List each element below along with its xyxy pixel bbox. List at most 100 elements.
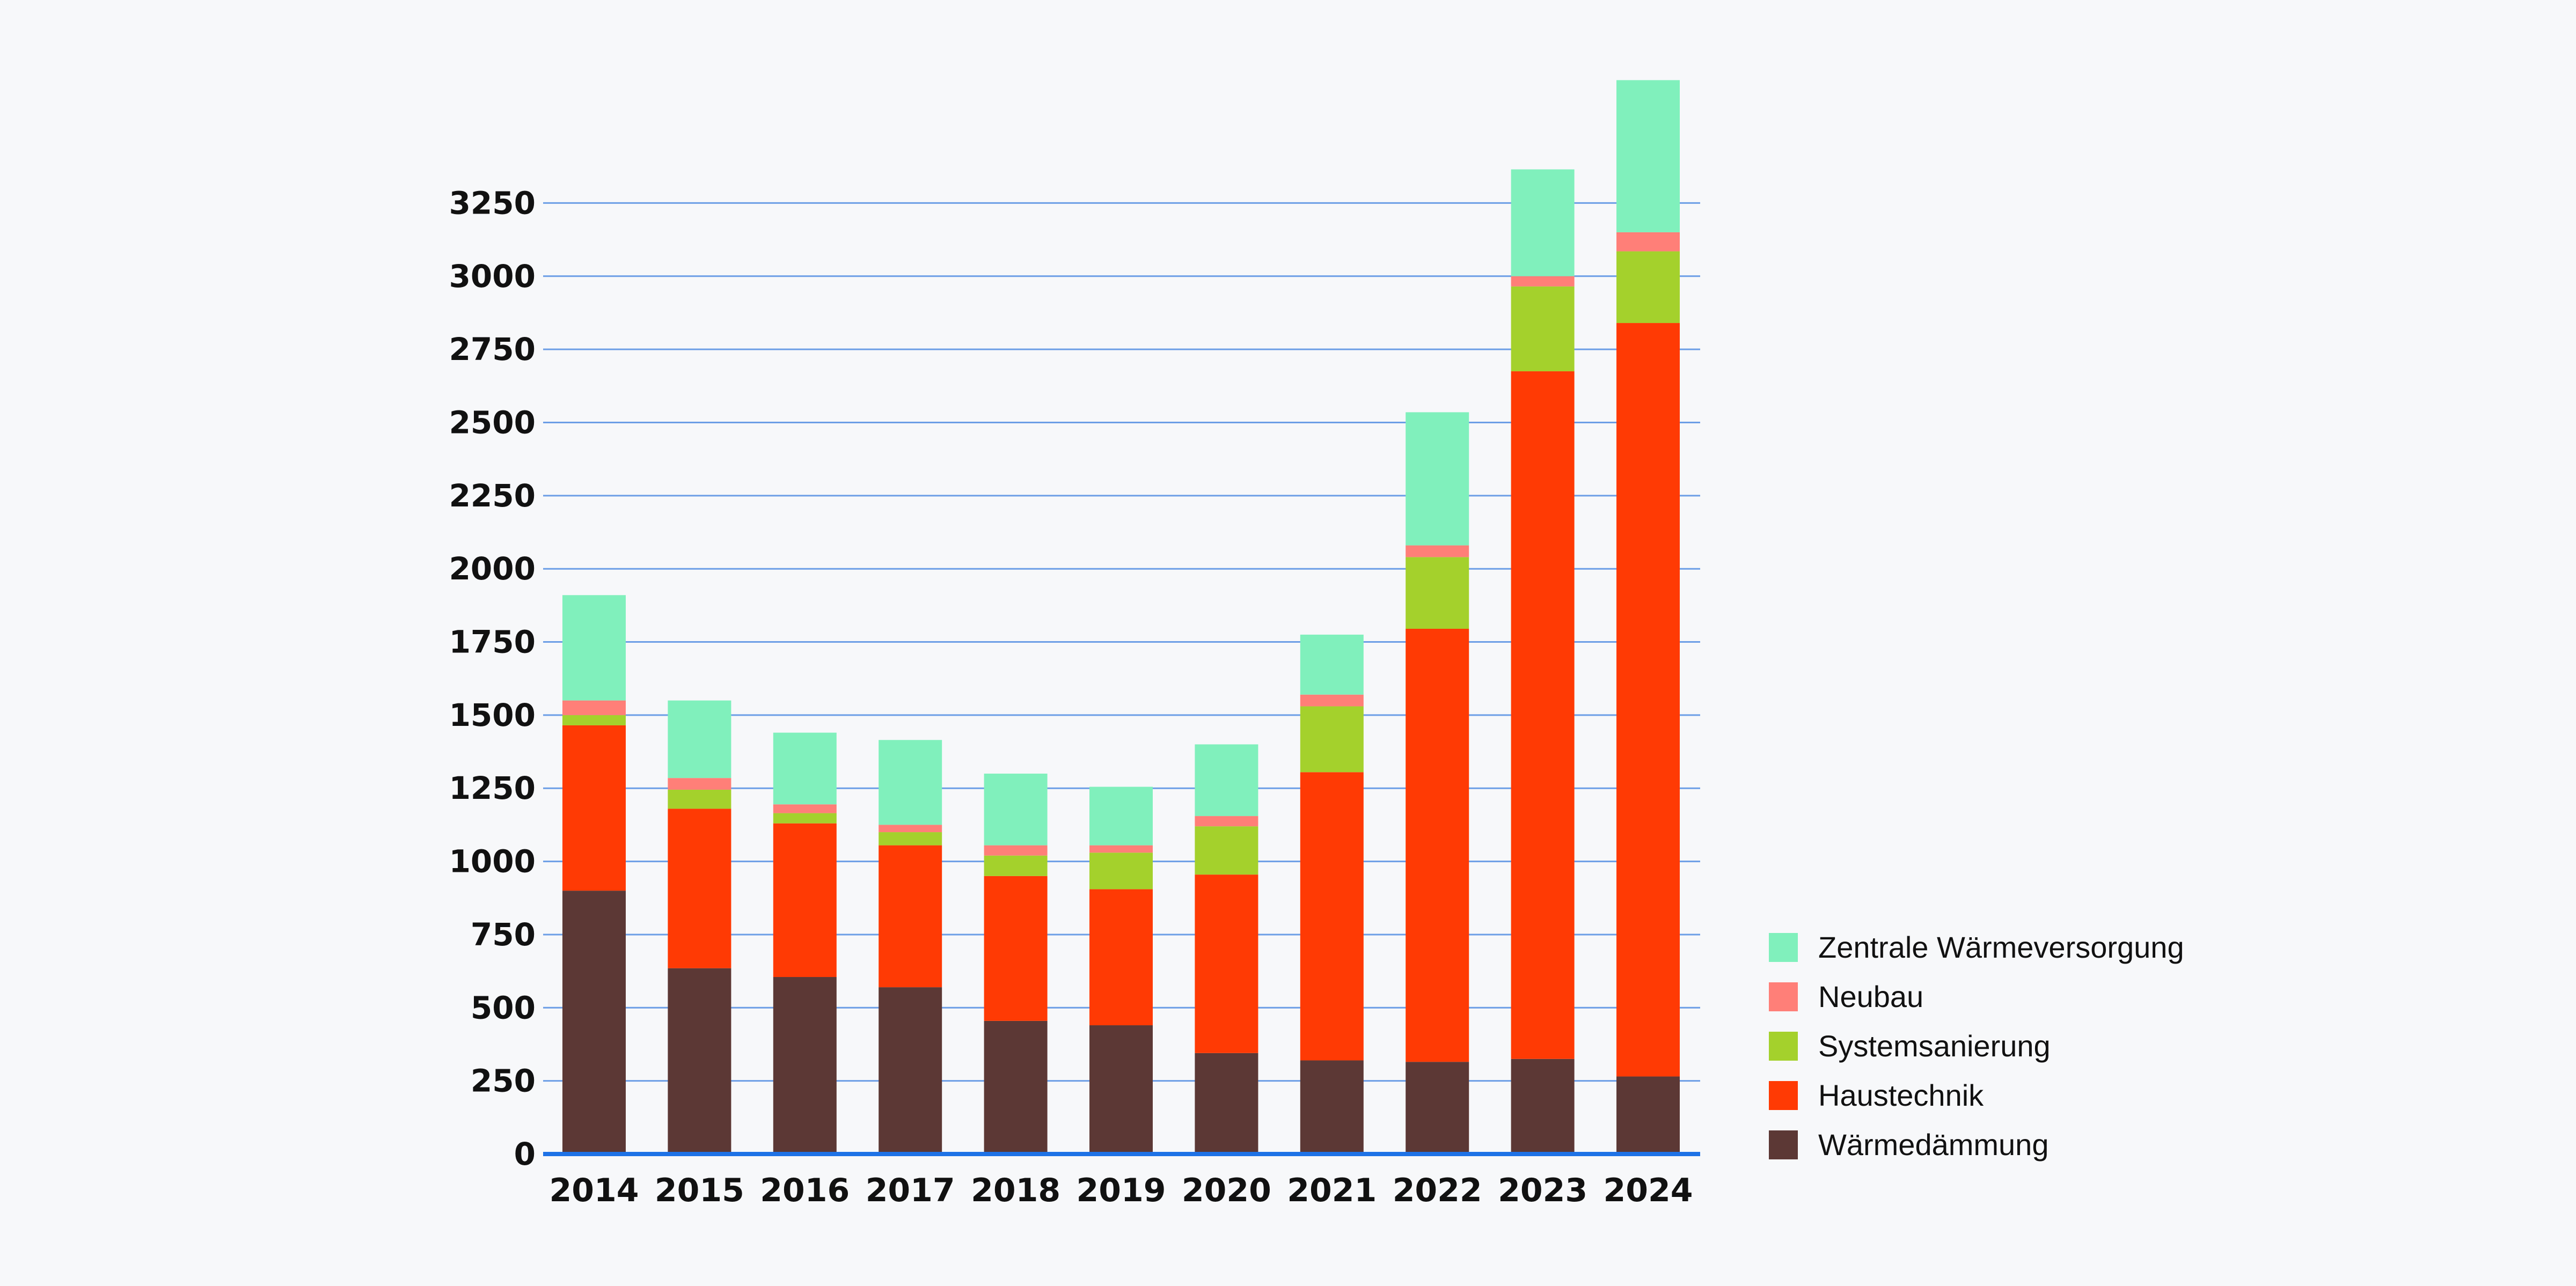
- legend-swatch: [1769, 1130, 1798, 1159]
- bar-segment-zentrale-wärmeversorgung-2014: [562, 595, 626, 701]
- y-tick-label: 3250: [449, 185, 536, 221]
- bar-segment-systemsanierung-2023: [1511, 286, 1575, 372]
- bar-segment-zentrale-wärmeversorgung-2022: [1406, 412, 1469, 546]
- bar-segment-wärmedämmung-2017: [879, 987, 942, 1154]
- y-tick-label: 1250: [449, 770, 536, 806]
- y-tick-label: 2500: [449, 404, 536, 440]
- legend-swatch: [1769, 1081, 1798, 1110]
- legend: Zentrale Wärmeversorgung Neubau Systemsani…: [1769, 930, 2184, 1162]
- bar-segment-zentrale-wärmeversorgung-2021: [1300, 634, 1364, 695]
- bar-segment-wärmedämmung-2019: [1089, 1025, 1153, 1154]
- bar-segment-systemsanierung-2015: [668, 789, 731, 809]
- bar-segment-zentrale-wärmeversorgung-2023: [1511, 169, 1575, 276]
- bar-segment-systemsanierung-2021: [1300, 706, 1364, 773]
- bar-segment-systemsanierung-2014: [562, 715, 626, 725]
- bar-segment-systemsanierung-2019: [1089, 853, 1153, 890]
- bar-stack-2021: [1300, 634, 1364, 1154]
- bar-segment-haustechnik-2022: [1406, 628, 1469, 1062]
- legend-item: Haustechnik: [1769, 1078, 1984, 1112]
- legend-item: Wärmedämmung: [1769, 1128, 2048, 1162]
- bar-segment-haustechnik-2016: [773, 823, 837, 978]
- bar-segment-haustechnik-2015: [668, 809, 731, 968]
- x-axis-ticks: 2014 2015 2016 2017 2018 2019 2020 2021 2022 2023…: [550, 1172, 1693, 1209]
- bar-stack-2024: [1616, 80, 1680, 1154]
- bar-stack-2018: [984, 773, 1048, 1154]
- bar-segment-wärmedämmung-2020: [1195, 1053, 1258, 1154]
- bar-segment-neubau-2022: [1406, 545, 1469, 557]
- bar-segment-zentrale-wärmeversorgung-2018: [984, 773, 1048, 846]
- legend-label: Wärmedämmung: [1818, 1128, 2048, 1162]
- bar-segment-haustechnik-2024: [1616, 323, 1680, 1077]
- bar-segment-wärmedämmung-2014: [562, 891, 626, 1154]
- y-tick-label: 1000: [449, 843, 536, 880]
- bar-segment-systemsanierung-2016: [773, 813, 837, 824]
- y-tick-label: 250: [471, 1063, 536, 1099]
- bar-segment-wärmedämmung-2015: [668, 968, 731, 1154]
- y-tick-label: 2000: [449, 550, 536, 587]
- bar-segment-systemsanierung-2022: [1406, 557, 1469, 629]
- bar-stack-2017: [879, 740, 942, 1154]
- bar-segment-neubau-2023: [1511, 276, 1575, 286]
- bar-segment-haustechnik-2014: [562, 725, 626, 891]
- bar-segment-zentrale-wärmeversorgung-2024: [1616, 80, 1680, 232]
- bar-segment-zentrale-wärmeversorgung-2019: [1089, 787, 1153, 846]
- bar-segment-systemsanierung-2018: [984, 855, 1048, 876]
- bar-segment-haustechnik-2019: [1089, 889, 1153, 1026]
- bar-segment-haustechnik-2018: [984, 876, 1048, 1021]
- y-tick-label: 3000: [449, 258, 536, 295]
- bar-stack-2020: [1195, 744, 1258, 1154]
- bar-segment-haustechnik-2021: [1300, 772, 1364, 1061]
- x-tick-label: 2021: [1287, 1172, 1377, 1209]
- bar-stack-2019: [1089, 787, 1153, 1154]
- y-axis-ticks: 0 250 500 750 1000 1250 1500 1750 2000 2250 2500 27…: [449, 185, 536, 1172]
- bar-stack-2014: [562, 595, 626, 1154]
- bar-segment-zentrale-wärmeversorgung-2015: [668, 700, 731, 778]
- bar-segment-neubau-2017: [879, 825, 942, 833]
- legend-label: Zentrale Wärmeversorgung: [1818, 930, 2184, 964]
- legend-swatch: [1769, 1032, 1798, 1061]
- bar-segment-neubau-2019: [1089, 845, 1153, 853]
- bars: [562, 80, 1680, 1154]
- bar-segment-haustechnik-2017: [879, 845, 942, 988]
- x-tick-label: 2015: [655, 1172, 744, 1209]
- bar-segment-wärmedämmung-2016: [773, 977, 837, 1154]
- y-tick-label: 0: [514, 1136, 536, 1172]
- bar-segment-neubau-2024: [1616, 232, 1680, 252]
- legend-item: Systemsanierung: [1769, 1029, 2051, 1063]
- bar-segment-zentrale-wärmeversorgung-2020: [1195, 744, 1258, 817]
- bar-segment-systemsanierung-2024: [1616, 251, 1680, 324]
- bar-stack-2022: [1406, 412, 1469, 1154]
- bar-segment-neubau-2021: [1300, 694, 1364, 707]
- bar-stack-2016: [773, 732, 837, 1154]
- y-tick-label: 2750: [449, 331, 536, 368]
- legend-swatch: [1769, 933, 1798, 962]
- bar-segment-neubau-2015: [668, 778, 731, 790]
- x-tick-label: 2019: [1077, 1172, 1166, 1209]
- bar-segment-neubau-2016: [773, 804, 837, 813]
- y-tick-label: 2250: [449, 477, 536, 514]
- bar-segment-systemsanierung-2017: [879, 832, 942, 846]
- y-tick-label: 750: [471, 916, 536, 953]
- legend-item: Zentrale Wärmeversorgung: [1769, 930, 2184, 964]
- y-tick-label: 1500: [449, 697, 536, 733]
- y-tick-label: 500: [471, 989, 536, 1026]
- bar-segment-neubau-2014: [562, 700, 626, 715]
- bar-segment-neubau-2018: [984, 845, 1048, 856]
- x-tick-label: 2018: [971, 1172, 1060, 1209]
- bar-segment-wärmedämmung-2018: [984, 1020, 1048, 1154]
- bar-segment-wärmedämmung-2022: [1406, 1062, 1469, 1154]
- legend-swatch: [1769, 982, 1798, 1011]
- x-tick-label: 2023: [1498, 1172, 1587, 1209]
- legend-label: Haustechnik: [1818, 1078, 1984, 1112]
- bar-segment-haustechnik-2020: [1195, 875, 1258, 1053]
- x-tick-label: 2017: [866, 1172, 955, 1209]
- x-tick-label: 2020: [1182, 1172, 1271, 1209]
- bar-segment-zentrale-wärmeversorgung-2016: [773, 732, 837, 805]
- bar-segment-wärmedämmung-2024: [1616, 1076, 1680, 1154]
- legend-label: Systemsanierung: [1818, 1029, 2051, 1063]
- x-tick-label: 2014: [550, 1172, 639, 1209]
- bar-segment-wärmedämmung-2021: [1300, 1060, 1364, 1154]
- bar-segment-wärmedämmung-2023: [1511, 1059, 1575, 1154]
- legend-item: Neubau: [1769, 980, 1923, 1013]
- bar-stack-2023: [1511, 169, 1575, 1154]
